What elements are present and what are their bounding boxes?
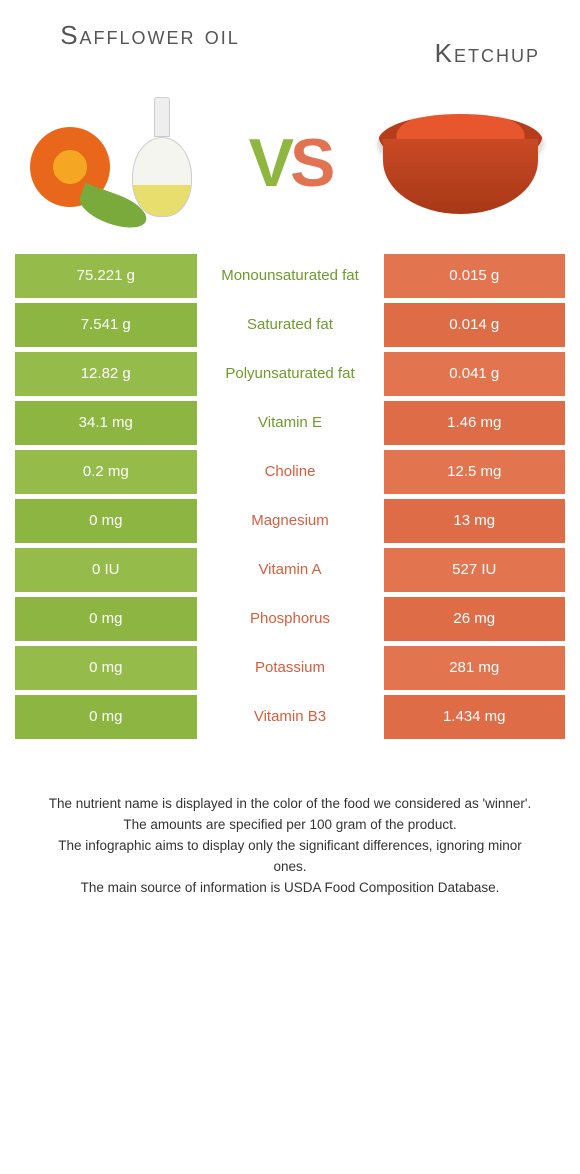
right-food-title: Ketchup bbox=[320, 20, 540, 69]
nutrient-label: Potassium bbox=[197, 644, 384, 693]
right-value: 12.5 mg bbox=[384, 448, 566, 497]
table-row: 12.82 gPolyunsaturated fat0.041 g bbox=[15, 350, 565, 399]
hero-row: VS bbox=[15, 79, 565, 254]
table-row: 0 mgMagnesium13 mg bbox=[15, 497, 565, 546]
title-row: Safflower oil Ketchup bbox=[15, 20, 565, 79]
infographic-container: Safflower oil Ketchup VS 75.221 gMonou bbox=[0, 0, 580, 929]
table-row: 0 mgPotassium281 mg bbox=[15, 644, 565, 693]
nutrient-label: Phosphorus bbox=[197, 595, 384, 644]
left-value: 0 mg bbox=[15, 497, 197, 546]
right-value: 1.46 mg bbox=[384, 399, 566, 448]
left-value: 12.82 g bbox=[15, 350, 197, 399]
right-value: 0.015 g bbox=[384, 254, 566, 301]
right-value: 527 IU bbox=[384, 546, 566, 595]
footer-line: The amounts are specified per 100 gram o… bbox=[40, 815, 540, 836]
left-food-title: Safflower oil bbox=[40, 20, 260, 51]
right-value: 13 mg bbox=[384, 497, 566, 546]
ketchup-bowl-icon bbox=[373, 94, 548, 224]
nutrient-label: Choline bbox=[197, 448, 384, 497]
footer-line: The main source of information is USDA F… bbox=[40, 878, 540, 899]
right-value: 26 mg bbox=[384, 595, 566, 644]
safflower-oil-icon bbox=[30, 89, 210, 229]
left-value: 0 mg bbox=[15, 693, 197, 742]
table-row: 34.1 mgVitamin E1.46 mg bbox=[15, 399, 565, 448]
nutrient-label: Polyunsaturated fat bbox=[197, 350, 384, 399]
left-value: 0.2 mg bbox=[15, 448, 197, 497]
left-value: 34.1 mg bbox=[15, 399, 197, 448]
left-value: 7.541 g bbox=[15, 301, 197, 350]
nutrient-label: Vitamin E bbox=[197, 399, 384, 448]
footer-line: The nutrient name is displayed in the co… bbox=[40, 794, 540, 815]
right-value: 281 mg bbox=[384, 644, 566, 693]
comparison-table: 75.221 gMonounsaturated fat0.015 g7.541 … bbox=[15, 254, 565, 744]
nutrient-label: Vitamin B3 bbox=[197, 693, 384, 742]
footer-line: The infographic aims to display only the… bbox=[40, 836, 540, 878]
left-value: 0 mg bbox=[15, 644, 197, 693]
table-row: 7.541 gSaturated fat0.014 g bbox=[15, 301, 565, 350]
nutrient-label: Vitamin A bbox=[197, 546, 384, 595]
left-food-image bbox=[25, 89, 215, 229]
right-value: 0.041 g bbox=[384, 350, 566, 399]
nutrient-label: Saturated fat bbox=[197, 301, 384, 350]
table-row: 0 mgVitamin B31.434 mg bbox=[15, 693, 565, 742]
vs-v: V bbox=[249, 125, 290, 201]
right-food-image bbox=[365, 89, 555, 229]
right-value: 1.434 mg bbox=[384, 693, 566, 742]
vs-s: S bbox=[290, 125, 331, 201]
nutrient-label: Monounsaturated fat bbox=[197, 254, 384, 301]
left-value: 75.221 g bbox=[15, 254, 197, 301]
table-row: 0 mgPhosphorus26 mg bbox=[15, 595, 565, 644]
table-row: 75.221 gMonounsaturated fat0.015 g bbox=[15, 254, 565, 301]
left-value: 0 IU bbox=[15, 546, 197, 595]
table-row: 0.2 mgCholine12.5 mg bbox=[15, 448, 565, 497]
table-row: 0 IUVitamin A527 IU bbox=[15, 546, 565, 595]
nutrient-label: Magnesium bbox=[197, 497, 384, 546]
right-value: 0.014 g bbox=[384, 301, 566, 350]
left-value: 0 mg bbox=[15, 595, 197, 644]
vs-label: VS bbox=[249, 124, 332, 202]
footer-notes: The nutrient name is displayed in the co… bbox=[15, 744, 565, 899]
